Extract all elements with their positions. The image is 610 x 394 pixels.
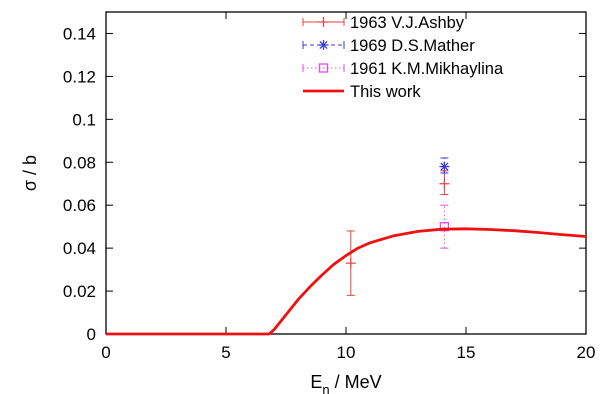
x-axis-label-rest: / MeV — [330, 372, 382, 392]
x-tick-label: 15 — [457, 343, 476, 362]
axes: 0 5 10 15 20 0 0.02 0.04 0.06 0.08 0.1 0.12 0.14 — [63, 11, 596, 362]
legend-marker — [318, 63, 329, 73]
marker-plus — [439, 178, 450, 189]
x-axis-label-main: E — [310, 372, 322, 392]
marker-star — [439, 161, 450, 172]
marker-square — [439, 222, 450, 232]
legend-label: 1963 V.J.Ashby — [350, 14, 465, 32]
data-point — [439, 204, 450, 249]
legend-label: 1969 D.S.Mather — [350, 37, 475, 55]
legend: 1963 V.J.Ashby 1969 D.S.Mather 1961 K.M.Mi… — [302, 14, 504, 101]
x-tick-label: 10 — [337, 343, 356, 362]
x-axis-label: En / MeV — [310, 372, 381, 394]
plot-frame — [105, 11, 587, 335]
y-tick-label: 0.04 — [63, 239, 96, 258]
y-tick-label: 0.1 — [72, 110, 96, 129]
y-tick-label: 0.14 — [63, 24, 96, 43]
x-tick-label: 20 — [577, 343, 596, 362]
legend-label: This work — [350, 83, 421, 101]
series-2 — [439, 204, 450, 249]
legend-entry: This work — [303, 83, 421, 101]
y-tick-label: 0.08 — [63, 153, 96, 172]
series — [106, 157, 587, 336]
x-axis-label-sub: n — [322, 382, 329, 394]
data-point — [345, 230, 356, 296]
y-tick-label: 0 — [87, 325, 96, 344]
y-axis-label: σ / b — [20, 155, 40, 191]
y-tick-label: 0.06 — [63, 196, 96, 215]
legend-marker — [318, 40, 329, 50]
legend-marker — [318, 17, 329, 27]
legend-entry: 1963 V.J.Ashby — [302, 14, 465, 32]
legend-label: 1961 K.M.Mikhaylina — [350, 60, 504, 78]
x-tick-label: 5 — [221, 343, 230, 362]
legend-entry: 1961 K.M.Mikhaylina — [302, 60, 504, 78]
series-1 — [439, 157, 450, 174]
x-tick-label: 0 — [101, 343, 110, 362]
legend-entry: 1969 D.S.Mather — [302, 37, 475, 55]
y-tick-label: 0.12 — [63, 67, 96, 86]
data-point — [439, 157, 450, 174]
marker-plus — [345, 258, 356, 269]
this-work-curve — [106, 227, 587, 336]
y-tick-label: 0.02 — [63, 282, 96, 301]
series-3 — [106, 227, 587, 336]
data-point — [439, 170, 450, 195]
series-0 — [345, 170, 450, 296]
